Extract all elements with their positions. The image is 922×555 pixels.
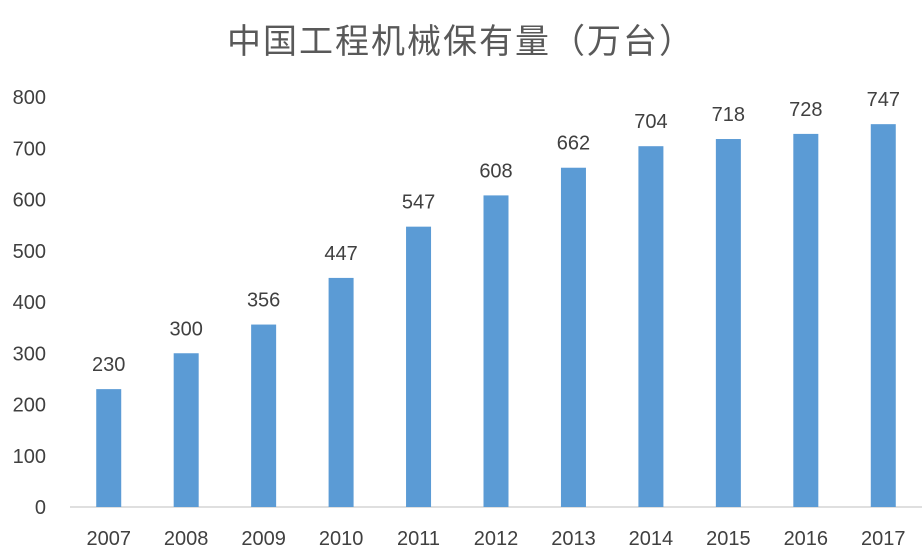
y-tick-label: 100 [13, 446, 46, 468]
x-tick-label: 2014 [629, 528, 674, 550]
y-tick-label: 300 [13, 343, 46, 365]
y-tick-label: 200 [13, 395, 46, 417]
data-label: 300 [169, 318, 202, 340]
data-label: 704 [634, 111, 667, 133]
data-label: 356 [247, 290, 280, 312]
y-tick-label: 0 [35, 497, 46, 519]
bar [251, 324, 277, 507]
y-tick-label: 700 [13, 138, 46, 160]
bar [173, 353, 199, 507]
y-tick-label: 400 [13, 292, 46, 314]
y-tick-label: 800 [13, 87, 46, 109]
y-tick-label: 500 [13, 241, 46, 263]
bar [715, 139, 741, 507]
chart-title: 中国工程机械保有量（万台） [227, 22, 695, 62]
data-label: 747 [867, 89, 900, 111]
bar [96, 389, 122, 507]
x-tick-label: 2007 [86, 528, 131, 550]
x-tick-label: 2015 [706, 528, 751, 550]
bar [870, 124, 896, 507]
x-tick-label: 2008 [164, 528, 209, 550]
bar [638, 146, 664, 507]
data-label: 608 [479, 160, 512, 182]
bar [560, 167, 586, 507]
x-tick-label: 2013 [551, 528, 596, 550]
x-tick-label: 2017 [861, 528, 906, 550]
x-tick-label: 2011 [397, 528, 440, 550]
x-tick-label: 2010 [319, 528, 364, 550]
data-label: 447 [324, 243, 357, 265]
bar [793, 133, 819, 507]
x-tick-label: 2016 [784, 528, 829, 550]
data-label: 662 [557, 133, 590, 155]
y-tick-label: 600 [13, 190, 46, 212]
data-label: 718 [712, 104, 745, 126]
bar [483, 195, 509, 507]
data-label: 230 [92, 354, 125, 376]
x-tick-label: 2009 [241, 528, 286, 550]
bar [406, 226, 432, 507]
data-label: 547 [402, 192, 435, 214]
data-label: 728 [789, 99, 822, 121]
x-tick-label: 2012 [474, 528, 519, 550]
bar [328, 277, 354, 507]
